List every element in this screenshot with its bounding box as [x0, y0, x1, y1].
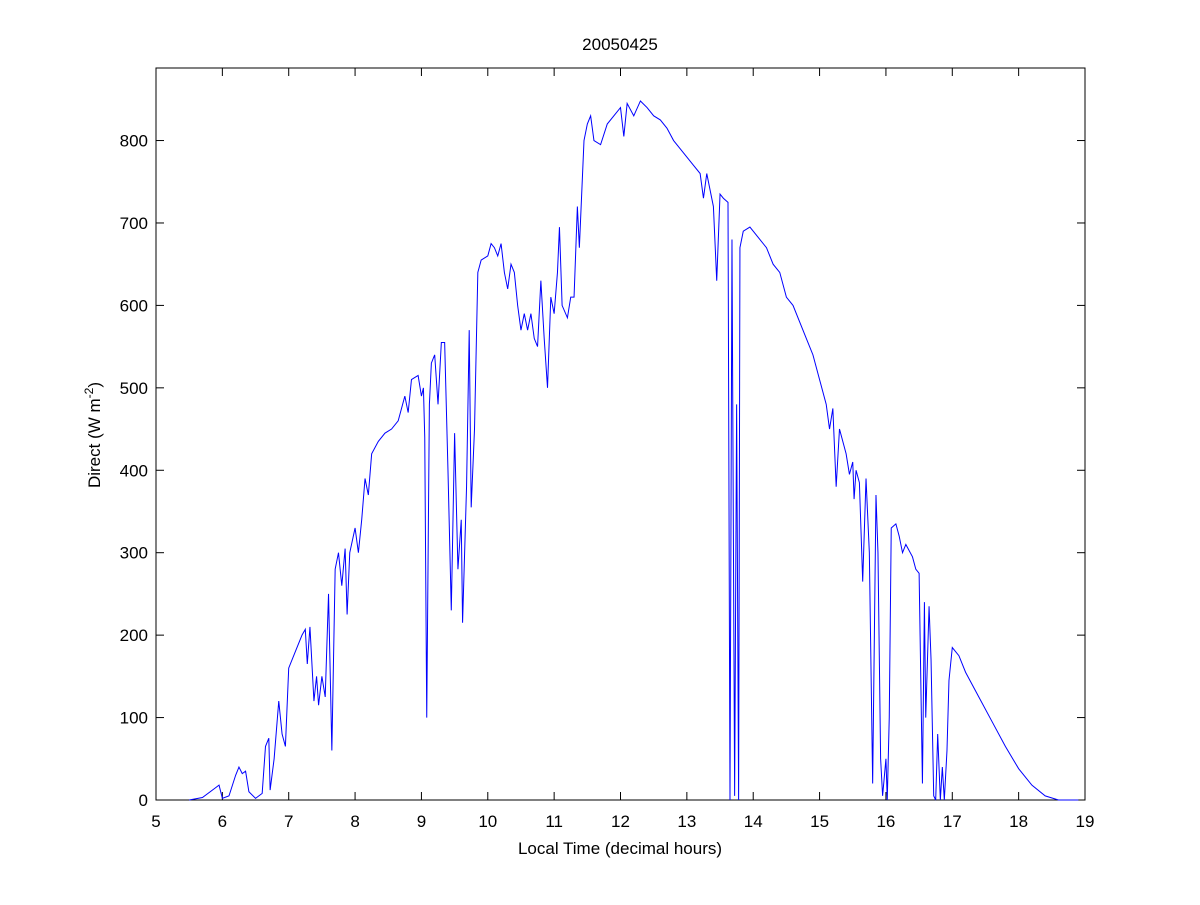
x-axis-label: Local Time (decimal hours)	[518, 839, 722, 858]
x-tick-label: 19	[1076, 812, 1095, 831]
x-tick-label: 7	[284, 812, 293, 831]
x-tick-label: 16	[876, 812, 895, 831]
y-tick-label: 800	[120, 132, 148, 151]
y-label-sup: -2	[82, 387, 96, 398]
x-tick-label: 15	[810, 812, 829, 831]
x-tick-label: 6	[218, 812, 227, 831]
y-axis-label: Direct (W m-2)	[82, 382, 104, 488]
x-tick-label: 12	[611, 812, 630, 831]
y-label-suffix: )	[85, 382, 104, 388]
y-tick-label: 0	[139, 791, 148, 810]
x-tick-label: 18	[1009, 812, 1028, 831]
data-line	[189, 100, 1079, 801]
x-tick-label: 14	[744, 812, 763, 831]
y-label-text: Direct (W m	[85, 398, 104, 488]
y-tick-label: 700	[120, 214, 148, 233]
y-tick-label: 600	[120, 296, 148, 315]
y-tick-label: 100	[120, 709, 148, 728]
x-tick-label: 13	[677, 812, 696, 831]
y-tick-label: 400	[120, 461, 148, 480]
x-tick-label: 10	[478, 812, 497, 831]
x-tick-label: 17	[943, 812, 962, 831]
x-tick-label: 8	[350, 812, 359, 831]
y-tick-label: 300	[120, 544, 148, 563]
y-tick-label: 200	[120, 626, 148, 645]
x-tick-label: 5	[151, 812, 160, 831]
x-tick-label: 9	[417, 812, 426, 831]
chart-title: 20050425	[582, 35, 658, 54]
x-tick-label: 11	[545, 812, 563, 831]
y-tick-label: 500	[120, 379, 148, 398]
